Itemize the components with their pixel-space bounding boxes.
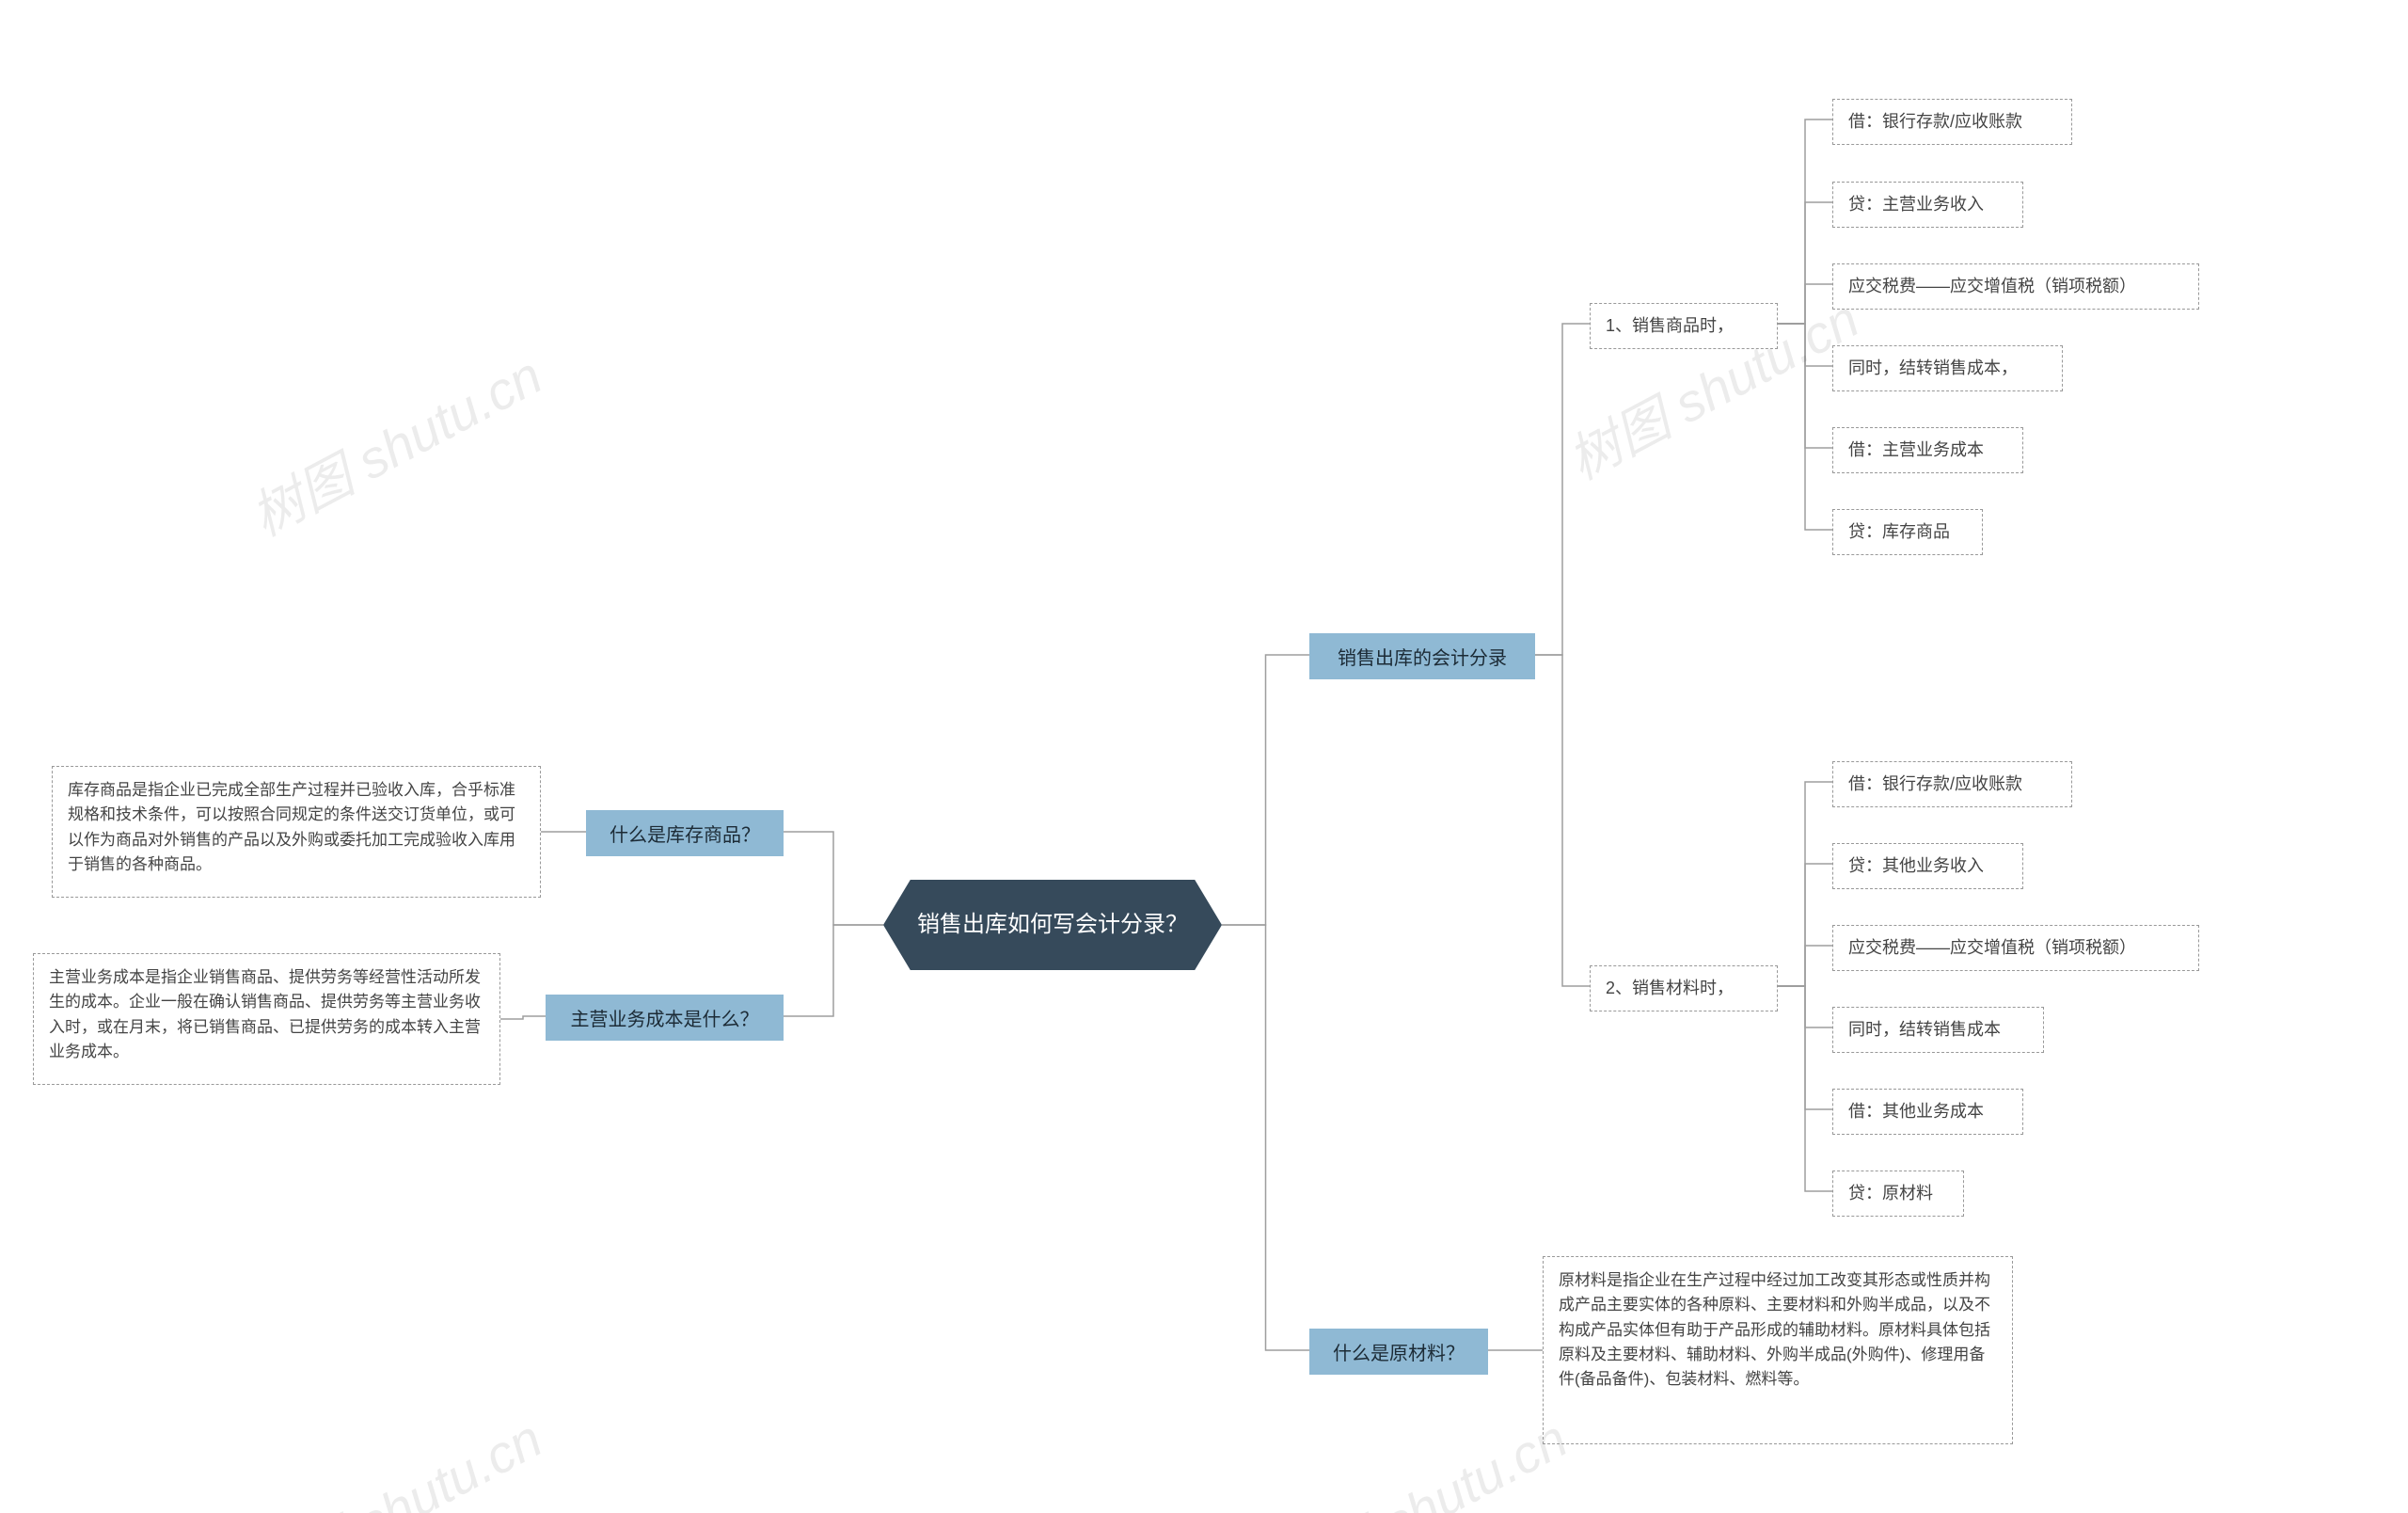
right-branch-0: 销售出库的会计分录 bbox=[1309, 633, 1535, 679]
right-branch-0-child-0-leaf-4: 借：主营业务成本 bbox=[1832, 427, 2023, 473]
left-branch-0: 什么是库存商品？ bbox=[586, 810, 784, 856]
watermark-2: 树图 shutu.cn bbox=[236, 1397, 554, 1513]
watermark-0: 树图 shutu.cn bbox=[236, 334, 554, 551]
right-branch-0-child-0-leaf-5: 贷：库存商品 bbox=[1832, 509, 1983, 555]
right-branch-0-child-0-leaf-2: 应交税费——应交增值税（销项税额） bbox=[1832, 263, 2199, 310]
right-branch-0-child-1-leaf-3: 同时，结转销售成本 bbox=[1832, 1007, 2044, 1053]
right-branch-0-child-1-leaf-4: 借：其他业务成本 bbox=[1832, 1089, 2023, 1135]
right-branch-0-child-1-leaf-1: 贷：其他业务收入 bbox=[1832, 843, 2023, 889]
left-branch-1-desc: 主营业务成本是指企业销售商品、提供劳务等经营性活动所发生的成本。企业一般在确认销… bbox=[33, 953, 500, 1085]
root-node: 销售出库如何写会计分录？ bbox=[883, 880, 1222, 970]
right-branch-0-child-0-leaf-0: 借：银行存款/应收账款 bbox=[1832, 99, 2072, 145]
right-branch-1-desc: 原材料是指企业在生产过程中经过加工改变其形态或性质并构成产品主要实体的各种原料、… bbox=[1543, 1256, 2013, 1444]
right-branch-0-child-1-leaf-2: 应交税费——应交增值税（销项税额） bbox=[1832, 925, 2199, 971]
right-branch-0-child-1-leaf-5: 贷：原材料 bbox=[1832, 1171, 1964, 1217]
right-branch-0-child-0-leaf-3: 同时，结转销售成本， bbox=[1832, 345, 2063, 391]
root-text: 销售出库如何写会计分录？ bbox=[917, 909, 1188, 941]
right-branch-0-child-1-leaf-0: 借：银行存款/应收账款 bbox=[1832, 761, 2072, 807]
left-branch-1: 主营业务成本是什么？ bbox=[546, 995, 784, 1041]
right-branch-0-child-0: 1、销售商品时， bbox=[1590, 303, 1778, 349]
right-branch-0-child-0-leaf-1: 贷：主营业务收入 bbox=[1832, 182, 2023, 228]
left-branch-0-desc: 库存商品是指企业已完成全部生产过程并已验收入库，合乎标准规格和技术条件，可以按照… bbox=[52, 766, 541, 898]
connectors-layer bbox=[0, 0, 2408, 1513]
right-branch-0-child-1: 2、销售材料时， bbox=[1590, 965, 1778, 1011]
right-branch-1: 什么是原材料？ bbox=[1309, 1329, 1488, 1375]
watermark-3: 树图 shutu.cn bbox=[1261, 1397, 1579, 1513]
